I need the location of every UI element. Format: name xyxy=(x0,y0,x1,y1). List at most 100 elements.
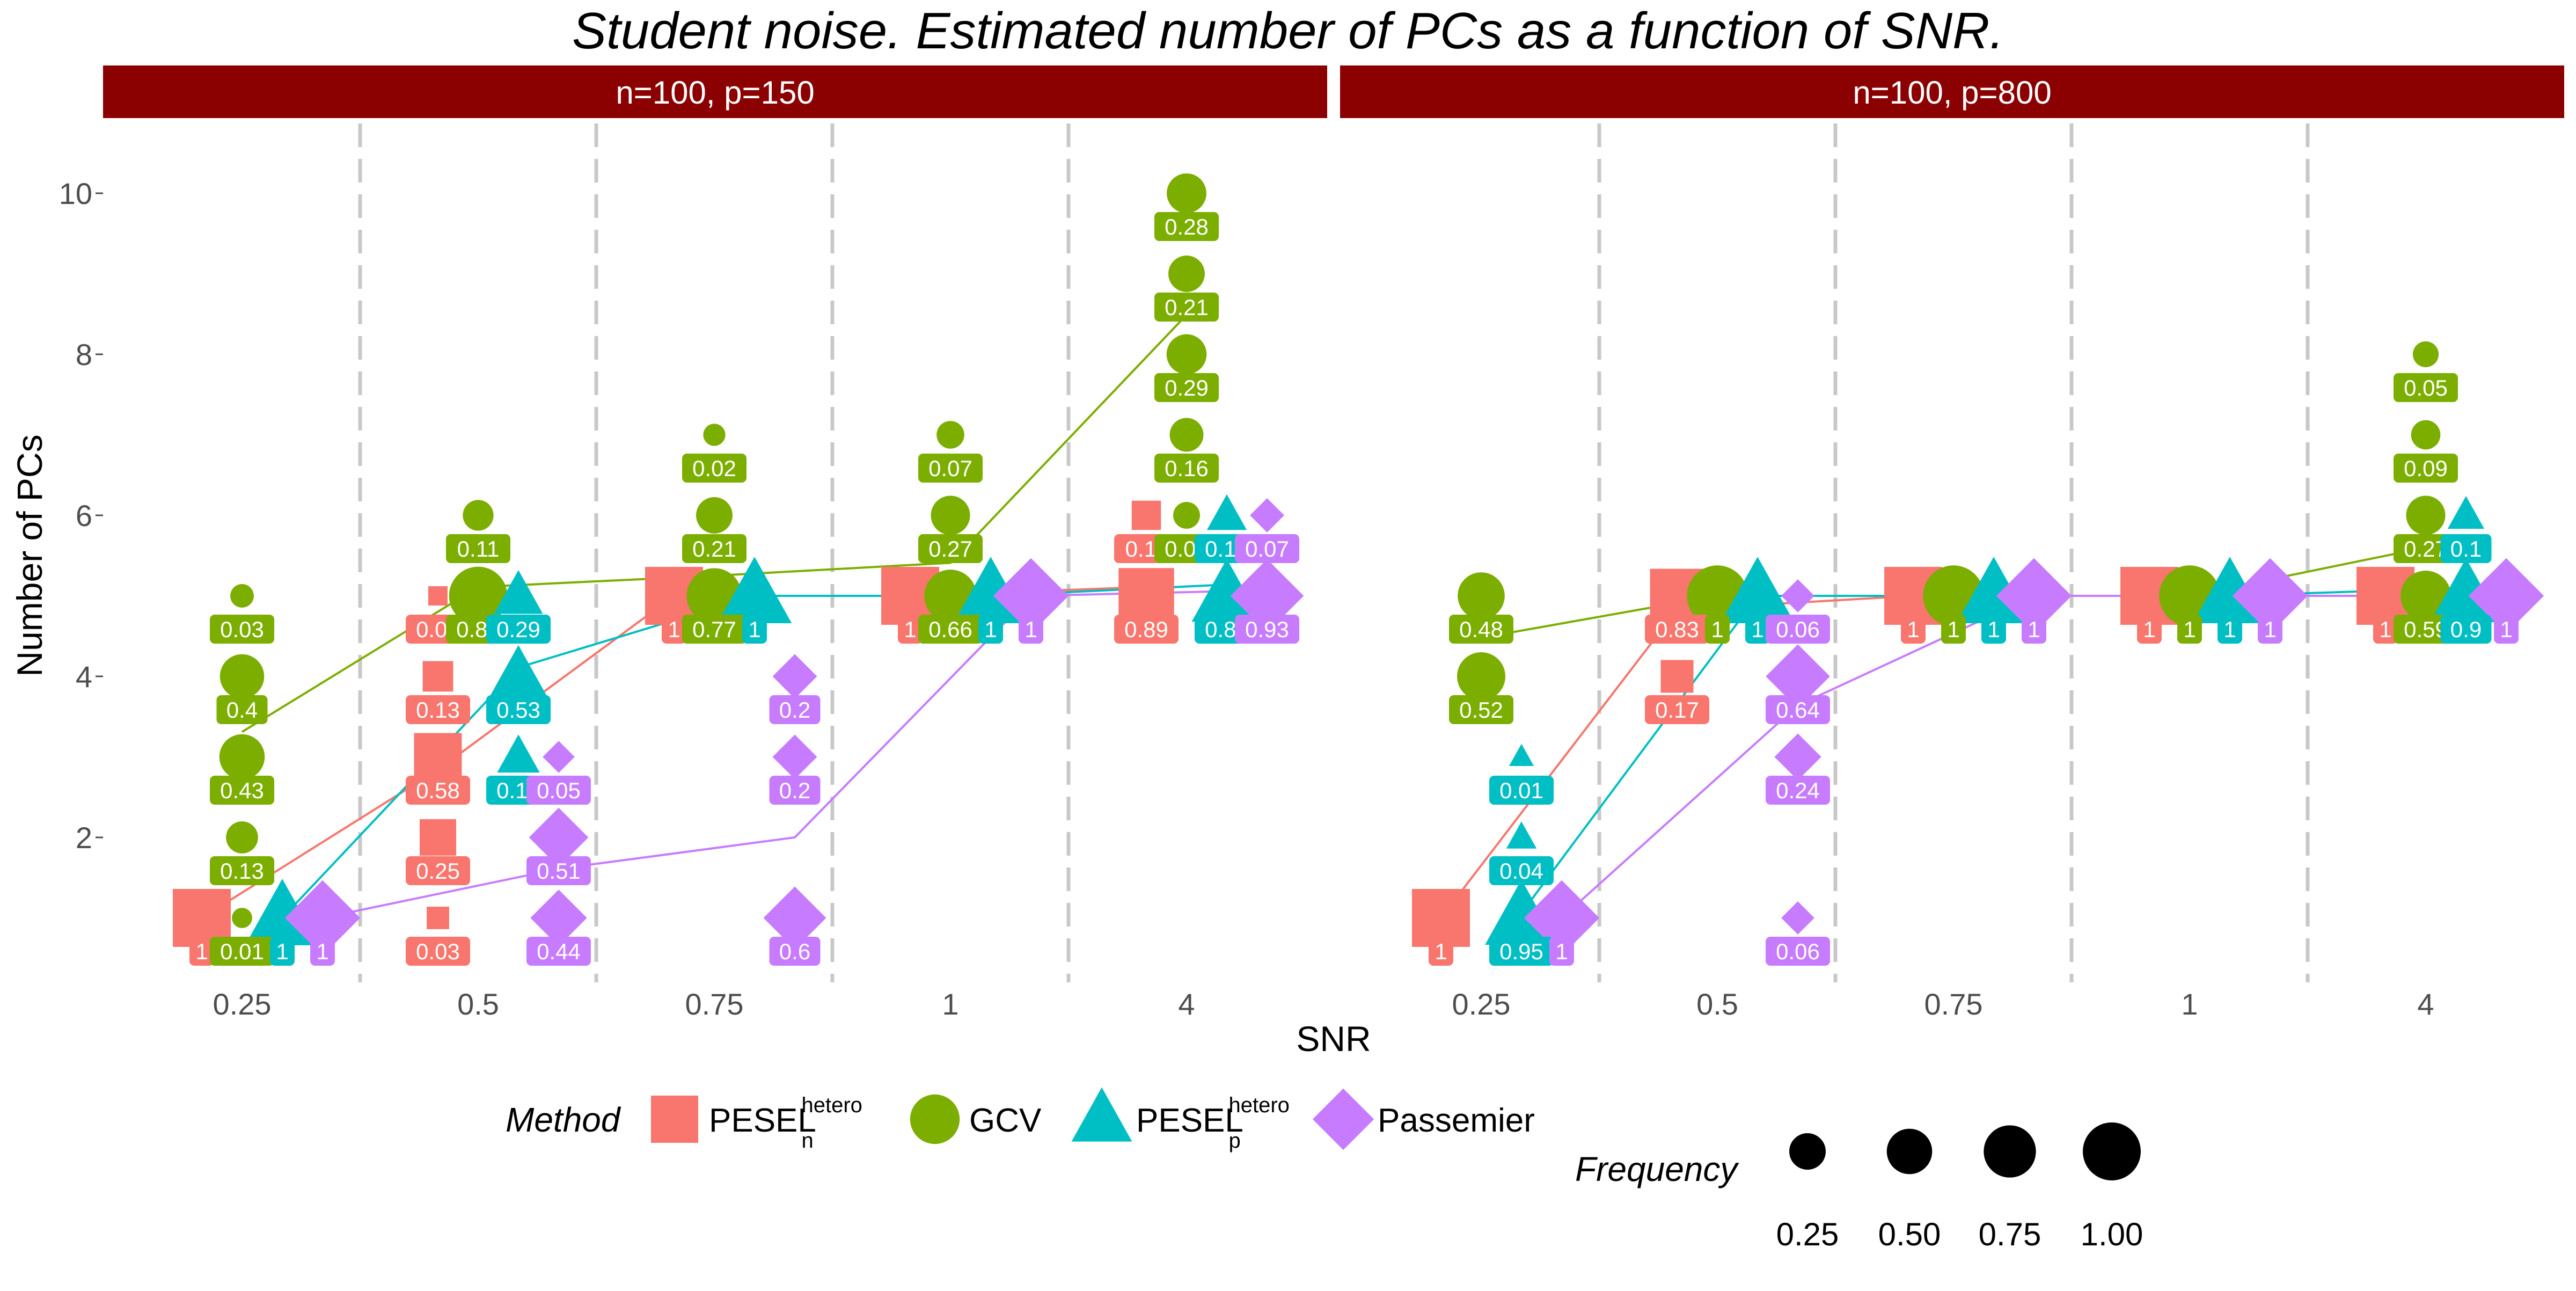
data-label-bg xyxy=(1645,615,1709,644)
data-label-bg xyxy=(2440,534,2492,563)
point-diamond xyxy=(529,807,589,867)
data-label-text: 0.11 xyxy=(457,536,500,561)
point-triangle xyxy=(497,734,540,773)
data-label: 0.9 xyxy=(2440,615,2492,644)
data-label-bg xyxy=(2494,615,2519,644)
point-circle xyxy=(449,566,508,625)
data-label-bg xyxy=(526,776,591,805)
data-label-bg xyxy=(446,534,510,563)
data-label-bg xyxy=(216,695,268,724)
data-label-text: 0.27 xyxy=(928,536,972,561)
data-label-bg xyxy=(1981,615,2006,644)
point-square xyxy=(1131,500,1161,530)
data-label-text: 0.04 xyxy=(1499,858,1543,884)
data-label-text: 0.43 xyxy=(220,778,264,803)
data-label-bg xyxy=(2394,454,2458,483)
data-label: 0.43 xyxy=(210,776,274,805)
data-label: 0.02 xyxy=(682,454,747,483)
data-label-bg xyxy=(406,937,470,966)
data-label: 1 xyxy=(2494,615,2519,644)
data-label-bg xyxy=(1705,615,1730,644)
data-label: 0.66 xyxy=(918,615,983,644)
data-label-text: 1 xyxy=(1907,617,1919,642)
data-label: 1 xyxy=(1901,615,1926,644)
data-label-bg xyxy=(918,615,983,644)
data-label-bg xyxy=(2137,615,2162,644)
point-diamond xyxy=(993,558,1069,634)
data-label-bg xyxy=(2373,615,2398,644)
data-label-bg xyxy=(1154,454,1219,483)
size-legend-dot xyxy=(1886,1128,1933,1175)
point-square xyxy=(428,586,448,606)
data-label-bg xyxy=(406,856,470,885)
point-diamond xyxy=(772,734,817,779)
point-circle xyxy=(936,421,964,449)
data-label-text: 0.93 xyxy=(1245,617,1289,642)
point-circle xyxy=(1169,418,1204,452)
point-diamond xyxy=(1996,558,2072,634)
data-label-bg xyxy=(1489,776,1554,805)
data-label-bg xyxy=(682,454,747,483)
point-diamond xyxy=(763,886,826,950)
data-label-text: 1 xyxy=(2223,617,2236,642)
panel-2: n=100, p=800 0.25 0.5 0.75 1 4 1 0.17 0.83 1 1 1 0.5… xyxy=(1340,65,2564,1021)
data-label: 1 xyxy=(662,615,686,644)
point-triangle xyxy=(717,557,792,624)
data-label: 0.77 xyxy=(682,615,747,644)
data-label: 1 xyxy=(2022,615,2046,644)
data-label-text: 1 xyxy=(1024,617,1037,642)
data-label-text: 0.2 xyxy=(779,697,810,723)
data-label-text: 0.06 xyxy=(1776,617,1820,642)
point-triangle xyxy=(1720,557,1795,624)
data-label-bg xyxy=(918,454,983,483)
data-label-bg xyxy=(1766,695,1830,724)
x-tick-label: 0.25 xyxy=(1452,987,1511,1021)
data-label-text: 0.77 xyxy=(692,617,736,642)
point-circle xyxy=(1168,256,1205,292)
data-label-text: 1 xyxy=(2264,617,2276,642)
data-label-bg xyxy=(918,534,983,563)
data-label: 1 xyxy=(189,937,214,966)
data-label-bg xyxy=(1154,293,1219,322)
data-label-bg xyxy=(1154,373,1219,402)
data-label: 1 xyxy=(270,937,295,966)
data-label-text: 0.06 xyxy=(1776,939,1820,964)
data-label-bg xyxy=(210,856,274,885)
x-tick-label: 0.5 xyxy=(457,987,499,1021)
data-label-bg xyxy=(1766,776,1830,805)
data-label: 0.06 xyxy=(1766,937,1830,966)
data-label-bg xyxy=(1901,615,1926,644)
data-label-bg xyxy=(2440,615,2492,644)
point-diamond xyxy=(1774,733,1821,781)
data-label: 1 xyxy=(898,615,923,644)
point-triangle xyxy=(2447,496,2485,529)
data-label: 1 xyxy=(742,615,767,644)
data-label: 0.6 xyxy=(769,937,821,966)
point-diamond xyxy=(1312,1088,1374,1150)
data-label-bg xyxy=(682,615,747,644)
data-label-bg xyxy=(210,776,274,805)
data-label-text: 0.89 xyxy=(1124,617,1168,642)
data-label-text: 0.01 xyxy=(220,939,264,964)
data-label-text: 0.95 xyxy=(1499,939,1543,964)
data-label-bg xyxy=(1745,615,1770,644)
data-label-bg xyxy=(1449,615,1513,644)
size-legend-label: 0.50 xyxy=(1878,1216,1941,1252)
data-label-text: 0.59 xyxy=(2404,617,2448,642)
panel-1: n=100, p=150 0.25 0.5 0.75 1 4 1 0.03 0.25 0.58 0.… xyxy=(103,65,1327,1021)
legend-item-sup: hetero xyxy=(1229,1093,1290,1117)
data-label: 0.13 xyxy=(210,856,274,885)
data-label: 0.25 xyxy=(406,856,470,885)
data-label: 0.05 xyxy=(2394,373,2458,402)
data-label-bg xyxy=(2258,615,2282,644)
legend-item-gcv: GCV xyxy=(910,1094,1042,1144)
size-legend-label: 0.75 xyxy=(1979,1216,2041,1252)
data-label: 1 xyxy=(2258,615,2282,644)
data-label-bg xyxy=(1766,937,1830,966)
point-circle xyxy=(1457,652,1505,701)
size-legend-title: Frequency xyxy=(1575,1150,1739,1188)
point-circle xyxy=(2406,495,2446,535)
data-label: 0.1 xyxy=(2440,534,2492,563)
data-label: 0.01 xyxy=(1489,776,1554,805)
